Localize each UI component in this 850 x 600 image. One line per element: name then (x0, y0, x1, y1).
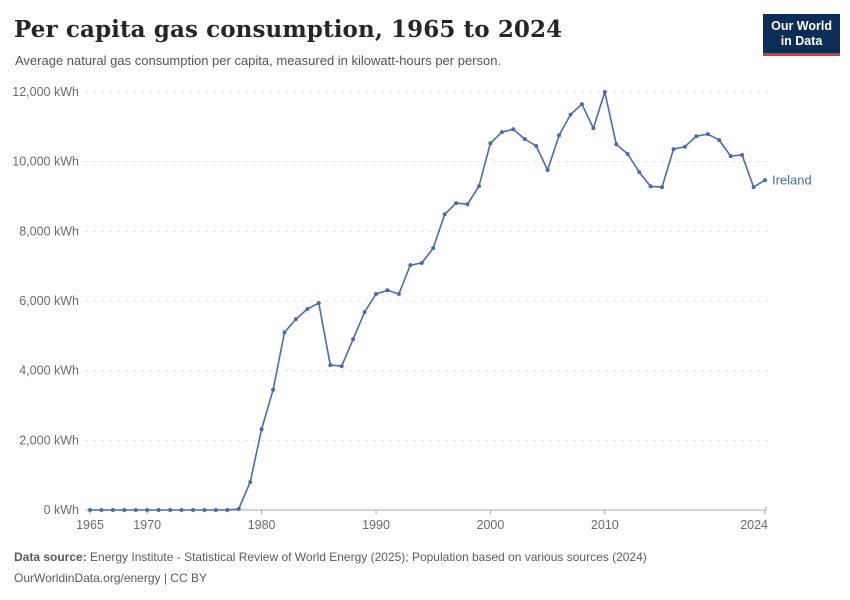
data-point-2001[interactable] (499, 130, 504, 135)
x-tick-label-1980: 1980 (248, 518, 276, 532)
data-point-2008[interactable] (579, 102, 584, 107)
data-point-1982[interactable] (282, 330, 287, 335)
data-source-line: Data source: Energy Institute - Statisti… (14, 547, 647, 568)
data-point-1998[interactable] (465, 202, 470, 207)
y-tick-label-12000: 12,000 kWh (12, 85, 79, 99)
data-point-1999[interactable] (477, 184, 481, 189)
x-tick-label-1990: 1990 (362, 518, 390, 532)
data-point-2012[interactable] (625, 152, 630, 156)
data-point-2005[interactable] (545, 168, 550, 172)
data-point-1976[interactable] (213, 508, 218, 512)
data-point-2004[interactable] (534, 144, 539, 148)
data-point-1966[interactable] (99, 508, 104, 512)
data-point-2016[interactable] (671, 147, 676, 152)
data-point-2013[interactable] (637, 170, 642, 175)
data-source-label: Data source: (14, 550, 87, 564)
data-point-1984[interactable] (305, 307, 310, 311)
data-point-2000[interactable] (488, 141, 493, 146)
y-tick-label-8000: 8,000 kWh (19, 224, 79, 238)
data-point-1972[interactable] (168, 508, 173, 512)
data-point-2015[interactable] (660, 185, 664, 190)
data-point-1979[interactable] (248, 480, 253, 485)
data-point-2019[interactable] (705, 132, 710, 137)
data-point-1986[interactable] (328, 363, 333, 368)
data-point-1993[interactable] (408, 263, 413, 268)
x-tick-label-2024: 2024 (740, 518, 768, 532)
data-point-1975[interactable] (202, 508, 207, 512)
data-point-1981[interactable] (271, 387, 276, 392)
y-tick-label-10000: 10,000 kWh (12, 155, 79, 169)
y-tick-label-0: 0 kWh (44, 503, 79, 517)
series-label-ireland: Ireland (772, 173, 812, 188)
data-point-1990[interactable] (374, 292, 378, 296)
data-point-1988[interactable] (351, 337, 356, 342)
data-point-1973[interactable] (179, 508, 184, 512)
license-suffix: | CC BY (160, 571, 207, 585)
owid-energy-link[interactable]: OurWorldinData.org/energy (14, 571, 161, 585)
y-tick-label-6000: 6,000 kWh (19, 294, 79, 308)
y-tick-label-2000: 2,000 kWh (19, 433, 79, 447)
data-point-1974[interactable] (191, 508, 195, 512)
data-point-1996[interactable] (442, 212, 447, 217)
data-point-1965[interactable] (88, 508, 92, 512)
data-point-1985[interactable] (316, 301, 321, 306)
data-point-1971[interactable] (156, 508, 161, 512)
data-point-2010[interactable] (602, 90, 607, 94)
data-point-1967[interactable] (110, 508, 115, 512)
data-point-1987[interactable] (339, 364, 344, 369)
chart-footer: Data source: Energy Institute - Statisti… (14, 547, 647, 589)
data-point-2017[interactable] (682, 144, 687, 149)
data-point-1989[interactable] (362, 310, 367, 315)
data-point-2011[interactable] (614, 142, 619, 147)
data-point-2024[interactable] (763, 178, 767, 183)
data-point-1978[interactable] (236, 507, 241, 511)
x-tick-label-2000: 2000 (477, 518, 505, 532)
data-point-1995[interactable] (431, 246, 436, 251)
data-point-1992[interactable] (396, 292, 401, 296)
data-point-2023[interactable] (751, 185, 756, 190)
owid-logo-line1: Our World (771, 19, 832, 33)
data-point-2007[interactable] (568, 112, 573, 117)
page-subtitle: Average natural gas consumption per capi… (15, 53, 502, 68)
data-point-1969[interactable] (133, 508, 138, 512)
data-point-2006[interactable] (557, 133, 562, 138)
data-point-1977[interactable] (225, 508, 230, 512)
page-title: Per capita gas consumption, 1965 to 2024 (14, 16, 563, 43)
data-point-2003[interactable] (522, 137, 527, 141)
x-tick-label-1965: 1965 (76, 518, 104, 532)
owid-logo[interactable]: Our World in Data (763, 14, 840, 56)
y-tick-label-4000: 4,000 kWh (19, 364, 79, 378)
data-point-2021[interactable] (728, 154, 733, 159)
x-tick-label-2010: 2010 (591, 518, 619, 532)
data-point-1997[interactable] (454, 201, 459, 206)
data-source-text: Energy Institute - Statistical Review of… (86, 550, 647, 564)
data-point-2009[interactable] (591, 126, 596, 131)
data-point-2020[interactable] (717, 138, 722, 143)
data-point-1983[interactable] (293, 317, 298, 322)
license-line: OurWorldinData.org/energy | CC BY (14, 568, 647, 589)
data-point-1980[interactable] (259, 427, 264, 432)
data-point-1970[interactable] (145, 508, 150, 512)
data-point-2022[interactable] (740, 153, 745, 157)
data-point-2018[interactable] (694, 134, 699, 139)
owid-logo-line2: in Data (780, 33, 823, 48)
data-point-2002[interactable] (511, 127, 516, 132)
x-tick-label-1970: 1970 (133, 518, 161, 532)
data-point-2014[interactable] (648, 184, 653, 189)
data-point-1994[interactable] (419, 261, 424, 265)
data-point-1991[interactable] (385, 288, 390, 293)
data-point-1968[interactable] (122, 508, 127, 512)
